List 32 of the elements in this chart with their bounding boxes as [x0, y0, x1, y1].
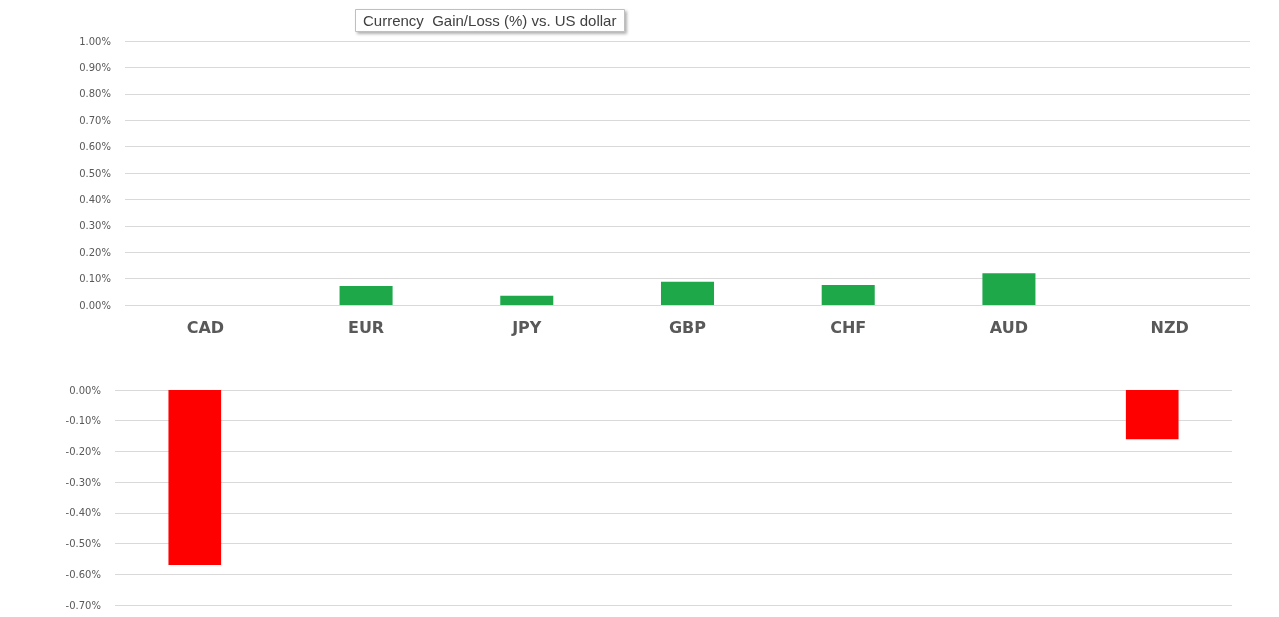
y-tick-label: 0.70% — [79, 114, 111, 126]
y-tick-label: -0.50% — [65, 538, 101, 550]
y-tick-label: 0.40% — [79, 193, 111, 205]
y-tick-label: 0.20% — [79, 246, 111, 258]
y-tick-label: 0.30% — [79, 220, 111, 232]
x-tick-label: JPY — [511, 317, 542, 337]
x-tick-label: CAD — [186, 317, 225, 337]
y-tick-label: -0.20% — [65, 445, 101, 457]
bar — [660, 281, 715, 305]
y-tick-label: 0.50% — [79, 167, 111, 179]
y-tick-label: 0.10% — [79, 273, 111, 285]
y-tick-label: -0.40% — [65, 507, 101, 519]
x-tick-label: NZD — [1150, 317, 1189, 337]
y-tick-label: -0.60% — [65, 568, 101, 580]
x-tick-label: CHF — [830, 317, 867, 337]
y-tick-label: 0.90% — [79, 61, 111, 73]
x-tick-label: GBP — [668, 317, 707, 337]
y-tick-label: -0.70% — [65, 599, 101, 611]
x-tick-label: AUD — [989, 317, 1029, 337]
chart-title: Currency Gain/Loss (%) vs. US dollar — [363, 12, 617, 29]
y-tick-label: 0.60% — [79, 141, 111, 153]
y-tick-label: 0.80% — [79, 88, 111, 100]
bar — [982, 273, 1036, 305]
y-tick-label: 0.00% — [69, 384, 101, 396]
y-tick-label: 0.00% — [79, 299, 111, 311]
bar — [500, 295, 554, 305]
bar — [821, 284, 875, 305]
bar — [339, 285, 393, 305]
y-tick-label: -0.10% — [65, 415, 101, 427]
y-tick-label: 1.00% — [79, 35, 111, 47]
x-tick-label: EUR — [347, 317, 385, 337]
y-tick-label: -0.30% — [65, 476, 101, 488]
